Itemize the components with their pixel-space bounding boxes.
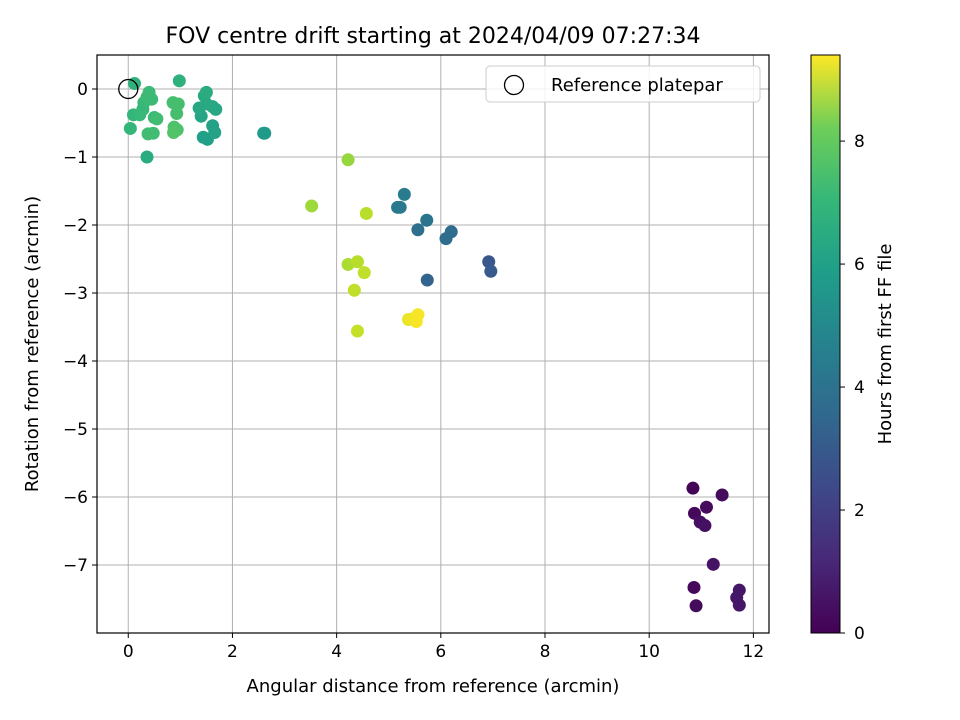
data-point <box>206 119 220 133</box>
colorbar-gradient <box>810 54 841 634</box>
y-tick-label: −1 <box>63 148 88 168</box>
legend-entry-label: Reference platepar <box>551 75 723 96</box>
data-point <box>341 153 355 167</box>
colorbar: 0 2 4 6 8 Hours from first FF file <box>810 54 896 644</box>
legend-reference-marker-icon <box>503 74 525 96</box>
x-tick-label: 12 <box>743 642 765 662</box>
y-axis-label: Rotation from reference (arcmin) <box>22 196 43 492</box>
y-tick-label: 0 <box>77 80 88 100</box>
x-tick-label: 10 <box>638 642 660 662</box>
colorbar-tick-label: 2 <box>854 501 865 521</box>
data-point <box>698 519 712 533</box>
colorbar-tick-label: 6 <box>854 255 865 275</box>
data-point <box>146 126 160 140</box>
colorbar-label: Hours from first FF file <box>875 244 896 445</box>
data-point <box>347 283 361 297</box>
data-point <box>199 85 213 99</box>
data-point <box>484 264 498 278</box>
data-point <box>145 92 159 106</box>
reference-platepar-marker <box>118 78 139 100</box>
y-tick-label: −4 <box>63 352 88 372</box>
legend: Reference platepar <box>485 65 761 103</box>
data-point <box>732 598 746 612</box>
data-point <box>397 187 411 201</box>
colorbar-tick-label: 8 <box>854 132 865 152</box>
x-tick-label: 2 <box>227 642 238 662</box>
data-point <box>357 266 371 280</box>
data-point <box>167 126 181 140</box>
x-tick-label: 0 <box>123 642 134 662</box>
data-point <box>258 126 272 140</box>
plot-frame <box>96 54 770 634</box>
data-point <box>411 308 425 322</box>
data-point <box>359 206 373 220</box>
grid-lines <box>97 55 769 633</box>
y-tick-label: −3 <box>63 284 88 304</box>
data-point <box>706 557 720 571</box>
colorbar-tick-label: 4 <box>854 378 865 398</box>
y-tick-label: −7 <box>63 556 88 576</box>
data-point <box>209 102 223 116</box>
data-point <box>150 112 164 126</box>
x-tick-label: 4 <box>331 642 342 662</box>
data-point <box>170 106 184 120</box>
data-point <box>411 223 425 237</box>
data-point <box>420 273 434 287</box>
y-tick-label: −6 <box>63 488 88 508</box>
plot-background <box>97 55 769 633</box>
y-tick-label: −2 <box>63 216 88 236</box>
data-point <box>686 481 700 495</box>
data-point <box>699 500 713 514</box>
data-point <box>172 74 186 88</box>
data-point <box>715 488 729 502</box>
x-tick-label: 6 <box>435 642 446 662</box>
data-point <box>123 121 137 135</box>
axis-ticks: 0 2 4 6 8 10 12 0 −1 −2 −3 −4 −5 −6 −7 <box>63 80 764 662</box>
data-point <box>305 199 319 213</box>
data-point <box>350 255 364 269</box>
data-point <box>140 150 154 164</box>
data-point <box>420 213 434 227</box>
colorbar-ticks: 0 2 4 6 8 <box>840 132 865 644</box>
x-axis-label: Angular distance from reference (arcmin) <box>247 676 620 697</box>
data-point <box>393 200 407 214</box>
scatter-points <box>118 74 746 613</box>
data-point <box>350 324 364 338</box>
legend-box <box>485 65 761 103</box>
y-tick-label: −5 <box>63 420 88 440</box>
chart-title: FOV centre drift starting at 2024/04/09 … <box>166 24 701 49</box>
colorbar-tick-label: 0 <box>854 624 865 644</box>
data-point <box>439 232 453 246</box>
data-point <box>687 580 701 594</box>
x-tick-label: 8 <box>540 642 551 662</box>
data-point <box>689 599 703 613</box>
